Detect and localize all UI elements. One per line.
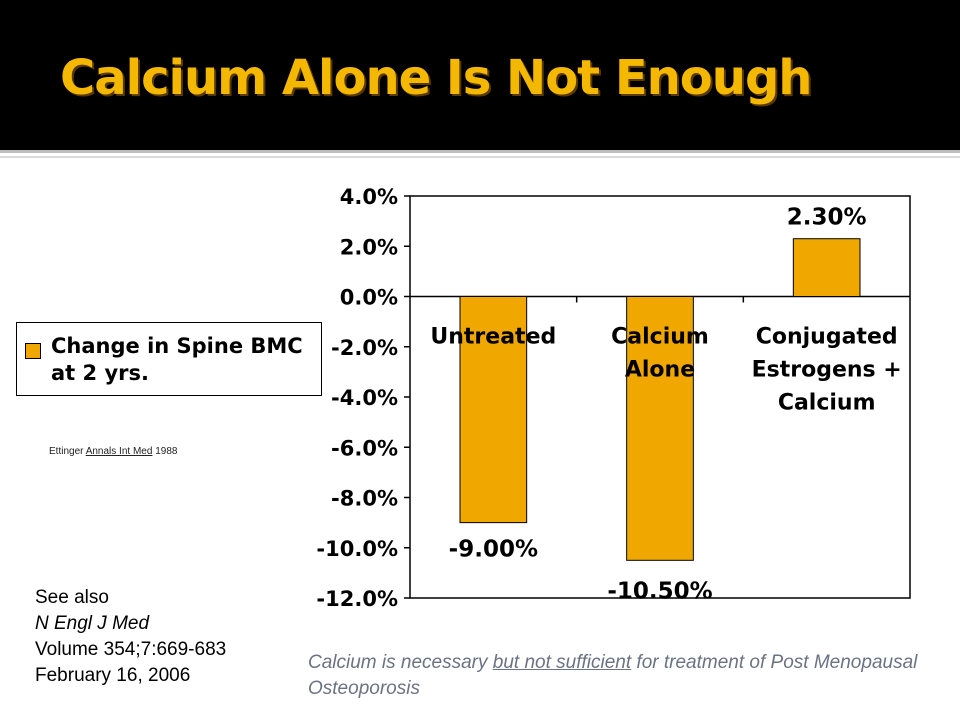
data-label: -10.50% — [607, 578, 712, 604]
category-label: Alone — [625, 358, 695, 383]
bar — [792, 238, 861, 297]
footnote-text-end: for treatment of Post Menopausal Osteopo… — [308, 652, 918, 699]
see-also-date: February 16, 2006 — [35, 665, 191, 686]
category-label: Untreated — [430, 325, 556, 350]
footnote: Calcium is necessary but not sufficient … — [308, 650, 948, 702]
category-label: Calcium — [611, 325, 709, 350]
data-label: -9.00% — [449, 537, 538, 563]
citation-author: Ettinger — [49, 446, 86, 457]
category-label: Calcium — [778, 391, 876, 416]
legend-label: Change in Spine BMC at 2 yrs. — [51, 334, 303, 385]
y-tick-label: 4.0% — [340, 185, 398, 209]
slide-title: Calcium Alone Is Not Enough — [60, 50, 812, 106]
category-label: Estrogens + — [752, 358, 902, 383]
y-tick-label: -2.0% — [331, 336, 398, 360]
y-tick-label: -12.0% — [316, 587, 398, 611]
title-bar: Calcium Alone Is Not Enough — [0, 0, 960, 150]
title-divider-secondary — [0, 156, 960, 158]
y-tick-label: -6.0% — [331, 436, 398, 460]
chart-legend: Change in Spine BMC at 2 yrs. — [16, 322, 322, 396]
citation-journal: Annals Int Med — [85, 446, 153, 457]
y-tick-label: -4.0% — [331, 386, 398, 410]
title-divider — [0, 150, 960, 153]
y-tick-label: -10.0% — [316, 537, 398, 561]
bar-chart: 4.0% 2.0% 0.0% -2.0% -4.0% -6.0% -8.0% -10.0% -1… — [316, 185, 911, 611]
citation-year: 1988 — [152, 446, 178, 457]
footnote-emphasis: but not sufficient — [492, 652, 632, 673]
y-tick-label: 2.0% — [340, 235, 398, 259]
citation: Ettinger Annals Int Med 1988 — [49, 446, 177, 457]
y-tick-label: -8.0% — [331, 487, 398, 511]
category-label: Conjugated — [756, 325, 898, 350]
y-tick-label: 0.0% — [340, 286, 398, 310]
bar — [459, 296, 528, 524]
see-also-heading: See also — [35, 587, 109, 608]
see-also-volume: Volume 354;7:669-683 — [35, 639, 227, 660]
see-also-reference: See also N Engl J Med Volume 354;7:669-6… — [35, 585, 226, 689]
bar — [626, 296, 694, 561]
footnote-text-start: Calcium is necessary — [308, 652, 493, 673]
legend-swatch — [25, 343, 41, 359]
see-also-journal: N Engl J Med — [35, 613, 150, 634]
data-label: 2.30% — [787, 205, 867, 231]
